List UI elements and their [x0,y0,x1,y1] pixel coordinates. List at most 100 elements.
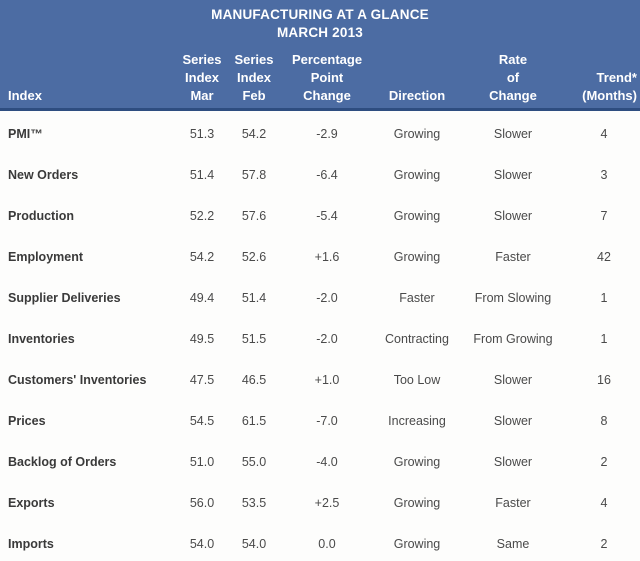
cell-rate: Faster [495,495,531,510]
cell-mar: 51.0 [189,454,215,469]
cell-feb: 61.5 [241,413,267,428]
cell-direction: Growing [393,126,441,141]
cell-rate: Same [496,536,530,551]
cell-direction: Increasing [388,413,446,428]
cell-rate: Slower [493,454,533,469]
cell-direction: Contracting [385,331,449,346]
cell-change: -5.4 [316,208,338,223]
column-header-change: Percentage Point Change [291,52,363,103]
cell-feb: 52.6 [241,249,267,264]
cell-index: Imports [8,536,54,551]
cell-change: +1.0 [314,372,340,387]
cell-index: PMI™ [8,126,43,141]
column-header-index: Index [8,88,42,103]
cell-feb: 55.0 [241,454,267,469]
cell-feb: 51.5 [241,331,267,346]
cell-trend: 4 [600,126,608,141]
column-header-series-feb: Series Index Feb [234,52,274,103]
cell-trend: 4 [600,495,608,510]
cell-change: -2.0 [316,290,338,305]
cell-trend: 42 [597,249,611,264]
cell-mar: 54.2 [189,249,215,264]
cell-feb: 46.5 [241,372,267,387]
table-row: Production 52.2 57.6 -5.4 Growing Slower… [0,195,640,236]
cell-rate: Faster [495,249,531,264]
cell-mar: 51.3 [189,126,215,141]
cell-change: -7.0 [316,413,338,428]
cell-direction: Growing [393,249,441,264]
cell-index: New Orders [8,167,79,182]
cell-index: Supplier Deliveries [8,290,121,305]
cell-rate: Slower [493,372,533,387]
cell-feb: 57.8 [241,167,267,182]
cell-trend: 16 [597,372,611,387]
cell-change: +2.5 [314,495,340,510]
cell-rate: From Growing [473,331,553,346]
cell-mar: 54.5 [189,413,215,428]
cell-mar: 49.5 [189,331,215,346]
cell-feb: 54.0 [241,536,267,551]
table-row: Backlog of Orders 51.0 55.0 -4.0 Growing… [0,441,640,482]
cell-trend: 8 [600,413,608,428]
cell-index: Exports [8,495,55,510]
table-row: Prices 54.5 61.5 -7.0 Increasing Slower … [0,400,640,441]
cell-direction: Growing [393,495,441,510]
column-header-series-mar: Series Index Mar [182,52,222,103]
cell-direction: Too Low [393,372,441,387]
cell-direction: Growing [393,167,441,182]
cell-rate: Slower [493,126,533,141]
cell-rate: Slower [493,413,533,428]
cell-change: +1.6 [314,249,340,264]
cell-mar: 51.4 [189,167,215,182]
table-row: Supplier Deliveries 49.4 51.4 -2.0 Faste… [0,277,640,318]
cell-index: Employment [8,249,84,264]
table-row: Customers' Inventories 47.5 46.5 +1.0 To… [0,359,640,400]
table-row: Imports 54.0 54.0 0.0 Growing Same 2 [0,523,640,561]
table-body: PMI™ 51.3 54.2 -2.9 Growing Slower 4 New… [0,111,640,561]
column-header-row: Index Series Index Mar Series Index Feb … [0,51,640,108]
cell-mar: 52.2 [189,208,215,223]
cell-index: Production [8,208,74,223]
cell-index: Inventories [8,331,75,346]
cell-trend: 2 [600,536,608,551]
cell-change: -2.0 [316,331,338,346]
table-row: Inventories 49.5 51.5 -2.0 Contracting F… [0,318,640,359]
cell-feb: 54.2 [241,126,267,141]
cell-rate: From Slowing [474,290,552,305]
title-line-2: MARCH 2013 [276,25,364,40]
cell-rate: Slower [493,208,533,223]
title-line-1: MANUFACTURING AT A GLANCE [211,7,429,22]
cell-change: 0.0 [318,536,336,551]
table-title: MANUFACTURING AT A GLANCE MARCH 2013 [0,0,640,42]
column-header-direction: Direction [388,88,446,103]
cell-feb: 57.6 [241,208,267,223]
cell-change: -4.0 [316,454,338,469]
column-header-rate: Rate of Change [489,52,537,103]
cell-index: Backlog of Orders [8,454,117,469]
cell-direction: Faster [399,290,435,305]
table-row: PMI™ 51.3 54.2 -2.9 Growing Slower 4 [0,113,640,154]
table-row: New Orders 51.4 57.8 -6.4 Growing Slower… [0,154,640,195]
cell-change: -2.9 [316,126,338,141]
table-row: Employment 54.2 52.6 +1.6 Growing Faster… [0,236,640,277]
cell-index: Customers' Inventories [8,372,147,387]
cell-mar: 54.0 [189,536,215,551]
table-row: Exports 56.0 53.5 +2.5 Growing Faster 4 [0,482,640,523]
cell-index: Prices [8,413,46,428]
cell-trend: 1 [600,331,608,346]
cell-mar: 49.4 [189,290,215,305]
table-header: MANUFACTURING AT A GLANCE MARCH 2013 Ind… [0,0,640,111]
cell-trend: 1 [600,290,608,305]
cell-feb: 53.5 [241,495,267,510]
cell-direction: Growing [393,208,441,223]
cell-trend: 7 [600,208,608,223]
cell-change: -6.4 [316,167,338,182]
cell-direction: Growing [393,536,441,551]
cell-direction: Growing [393,454,441,469]
column-header-trend: Trend* (Months) [582,70,637,103]
cell-trend: 3 [600,167,608,182]
cell-feb: 51.4 [241,290,267,305]
cell-trend: 2 [600,454,608,469]
cell-rate: Slower [493,167,533,182]
